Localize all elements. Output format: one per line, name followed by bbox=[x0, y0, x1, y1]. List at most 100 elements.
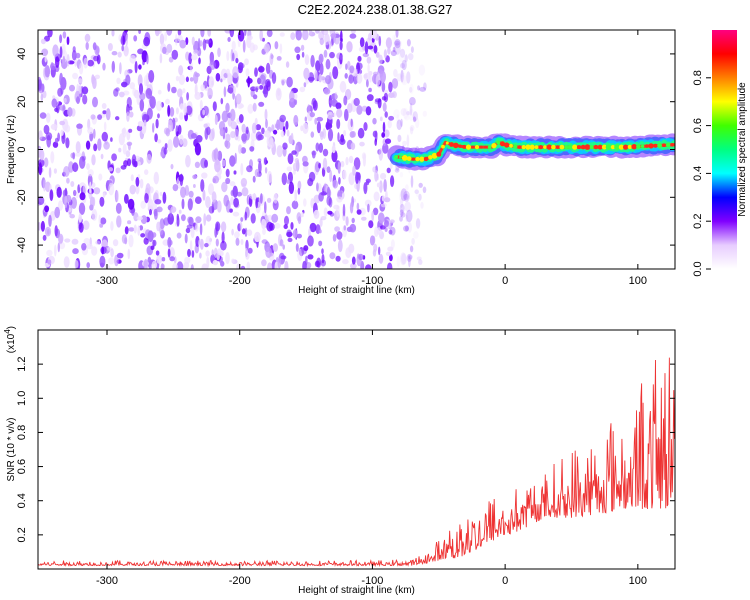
noise-blob bbox=[164, 31, 168, 42]
noise-blob bbox=[337, 239, 343, 253]
noise-blob bbox=[232, 185, 238, 198]
noise-blob bbox=[89, 181, 92, 194]
noise-blob bbox=[337, 161, 341, 174]
noise-blob bbox=[87, 169, 94, 177]
noise-blob bbox=[241, 133, 248, 142]
noise-blob bbox=[186, 224, 193, 229]
x-tick-label: -200 bbox=[229, 575, 251, 587]
noise-blob bbox=[87, 174, 93, 187]
noise-blob bbox=[381, 132, 386, 138]
noise-blob bbox=[415, 117, 420, 129]
noise-blob bbox=[416, 256, 422, 261]
noise-blob bbox=[246, 77, 253, 84]
noise-blob bbox=[134, 60, 138, 74]
noise-blob bbox=[265, 119, 268, 129]
noise-blob bbox=[41, 83, 45, 93]
noise-blob bbox=[142, 113, 149, 123]
noise-blob bbox=[348, 172, 355, 186]
noise-blob bbox=[119, 62, 122, 75]
noise-blob bbox=[321, 76, 326, 81]
noise-blob bbox=[204, 243, 209, 248]
noise-blob bbox=[260, 193, 263, 204]
noise-blob bbox=[353, 157, 361, 170]
noise-blob bbox=[301, 51, 305, 58]
noise-blob bbox=[240, 217, 244, 222]
noise-blob bbox=[266, 30, 273, 38]
noise-blob bbox=[200, 30, 205, 38]
noise-blob bbox=[43, 124, 50, 135]
noise-blob bbox=[406, 253, 412, 262]
noise-blob bbox=[235, 237, 240, 246]
noise-blob bbox=[157, 113, 160, 119]
chart-title: C2E2.2024.238.01.38.G27 bbox=[297, 2, 453, 17]
noise-blob bbox=[275, 87, 282, 101]
noise-blob bbox=[121, 81, 128, 88]
noise-blob bbox=[42, 234, 47, 241]
noise-blob bbox=[396, 114, 400, 125]
signal-peak-dot bbox=[597, 144, 603, 150]
signal-peak-dot bbox=[484, 145, 487, 149]
noise-blob bbox=[65, 137, 70, 149]
noise-blob bbox=[351, 256, 356, 265]
noise-blob bbox=[204, 39, 212, 44]
noise-blob bbox=[139, 225, 144, 231]
noise-blob bbox=[349, 223, 357, 233]
noise-blob bbox=[199, 252, 202, 259]
signal-peak-dot bbox=[584, 144, 591, 150]
noise-blob bbox=[79, 156, 86, 169]
noise-blob bbox=[418, 259, 423, 265]
noise-blob bbox=[300, 44, 305, 51]
noise-blob bbox=[264, 43, 271, 53]
noise-blob bbox=[139, 100, 143, 110]
noise-blob bbox=[422, 110, 427, 117]
noise-blob bbox=[227, 37, 231, 42]
noise-blob bbox=[400, 188, 407, 202]
noise-blob bbox=[99, 196, 105, 207]
x-tick-label: -200 bbox=[229, 275, 251, 287]
noise-blob bbox=[201, 172, 208, 179]
noise-blob bbox=[297, 216, 302, 225]
noise-blob bbox=[149, 208, 152, 216]
noise-blob bbox=[356, 202, 360, 211]
noise-blob bbox=[307, 254, 314, 260]
noise-blob bbox=[400, 252, 407, 266]
noise-blob bbox=[63, 98, 67, 103]
noise-blob bbox=[353, 68, 358, 77]
noise-blob bbox=[231, 258, 235, 263]
noise-blob bbox=[230, 131, 236, 139]
signal-peak-dot bbox=[640, 144, 645, 148]
noise-blob bbox=[211, 191, 217, 203]
noise-blob bbox=[48, 167, 52, 179]
noise-blob bbox=[339, 54, 343, 60]
noise-blob bbox=[143, 258, 148, 269]
noise-blob bbox=[87, 59, 94, 67]
noise-blob bbox=[287, 153, 294, 165]
noise-blob bbox=[404, 115, 410, 121]
noise-blob bbox=[227, 72, 231, 78]
y-tick-label: -20 bbox=[16, 189, 28, 205]
noise-blob bbox=[384, 129, 390, 138]
noise-blob bbox=[338, 177, 341, 185]
noise-blob bbox=[301, 212, 304, 218]
noise-blob bbox=[131, 154, 137, 167]
noise-blob bbox=[189, 77, 194, 82]
noise-blob bbox=[307, 235, 314, 247]
noise-blob bbox=[410, 126, 414, 135]
noise-blob bbox=[92, 197, 96, 207]
noise-blob bbox=[52, 44, 59, 57]
noise-blob bbox=[206, 126, 211, 136]
colorbar-tick-label: 0.6 bbox=[692, 118, 704, 133]
noise-blob bbox=[362, 52, 369, 58]
noise-blob bbox=[93, 128, 96, 139]
noise-blob bbox=[214, 114, 218, 126]
noise-blob bbox=[191, 36, 195, 46]
noise-blob bbox=[62, 31, 67, 39]
noise-blob bbox=[190, 54, 198, 61]
signal-peak-dot bbox=[487, 145, 492, 149]
noise-blob bbox=[290, 132, 294, 145]
noise-blob bbox=[57, 242, 60, 253]
colorbar-tick-label: 0.4 bbox=[692, 166, 704, 181]
noise-blob bbox=[262, 37, 265, 42]
noise-blob bbox=[157, 89, 162, 95]
noise-blob bbox=[274, 222, 281, 229]
